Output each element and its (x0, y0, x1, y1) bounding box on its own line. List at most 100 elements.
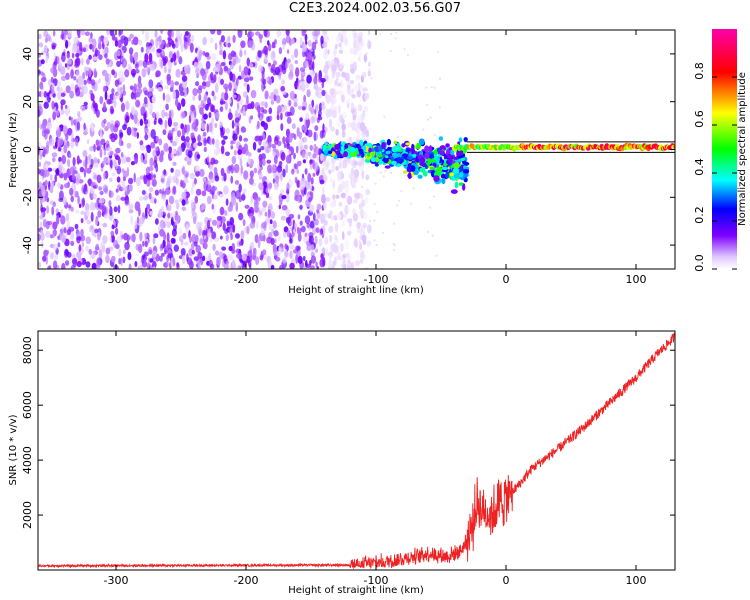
heatmap-cell (347, 121, 351, 129)
snr-series-line (38, 332, 675, 570)
heatmap-cell (75, 53, 80, 58)
heatmap-cell (296, 169, 300, 175)
heatmap-cell (393, 222, 396, 225)
heatmap-cell (120, 196, 126, 201)
heatmap-cell (282, 257, 287, 264)
heatmap-cell (100, 133, 104, 139)
heatmap-cell (111, 224, 115, 230)
heatmap-cell (141, 68, 147, 78)
snr-y-tick-label: 6000 (21, 391, 34, 419)
heatmap-cell (40, 198, 43, 205)
heatmap-cell (136, 88, 143, 95)
heatmap-cell (46, 122, 53, 130)
heatmap-cell (38, 161, 41, 167)
heatmap-cell (108, 189, 112, 198)
heatmap-cell (320, 78, 326, 83)
heatmap-cell (362, 87, 369, 92)
heatmap-cell (103, 118, 107, 124)
heatmap-cell (202, 242, 208, 250)
heatmap-cell (70, 132, 74, 141)
heatmap-cell (66, 140, 70, 149)
heatmap-cell (353, 160, 358, 166)
heatmap-cell (214, 175, 220, 182)
heatmap-cell (225, 198, 229, 206)
heatmap-cell (257, 148, 262, 153)
heatmap-cell (72, 257, 78, 268)
heatmap-cell (38, 142, 41, 147)
heatmap-cell (197, 251, 203, 259)
heatmap-cell (86, 167, 92, 174)
heatmap-cell (397, 199, 400, 202)
heatmap-cell (305, 60, 309, 68)
heatmap-cell (71, 173, 75, 181)
heatmap-cell (368, 147, 372, 153)
heatmap-cell (51, 82, 56, 92)
heatmap-cell (392, 242, 395, 246)
heatmap-cell (181, 167, 185, 175)
heatmap-cell (297, 84, 302, 91)
heatmap-cell (199, 168, 205, 177)
heatmap-cell (327, 150, 333, 154)
heatmap-cell (276, 114, 280, 121)
heatmap-cell (349, 67, 355, 74)
heatmap-cell (264, 77, 270, 82)
heatmap-cell (150, 63, 155, 71)
heatmap-cell (128, 263, 132, 269)
heatmap-cell (271, 64, 276, 72)
heatmap-cell (237, 149, 243, 156)
heatmap-cell (296, 226, 300, 234)
heatmap-cell (239, 50, 243, 58)
heatmap-cell (66, 228, 72, 236)
heatmap-cell (67, 30, 72, 38)
heatmap-cell (170, 80, 175, 90)
heatmap-cell (382, 156, 389, 164)
heatmap-cell (298, 131, 303, 140)
heatmap-cell (174, 81, 179, 86)
heatmap-cell (441, 166, 449, 171)
heatmap-cell (379, 171, 382, 174)
heatmap-cell (393, 153, 399, 159)
heatmap-cell (58, 197, 64, 202)
heatmap-cell (288, 132, 293, 143)
heatmap-cell (281, 79, 285, 85)
heatmap-cell (50, 174, 53, 181)
heatmap-cell (412, 153, 417, 158)
heatmap-cell (70, 117, 74, 126)
heatmap-cell (181, 255, 186, 265)
heatmap-cell (405, 142, 411, 146)
heatmap-cell (139, 216, 145, 225)
heatmap-cell (107, 146, 113, 152)
heatmap-cell (266, 159, 272, 164)
heatmap-cell (309, 155, 314, 160)
heatmap-cell (273, 145, 277, 154)
heatmap-cell (283, 105, 288, 111)
heatmap-cell (309, 182, 313, 191)
heatmap-cell (69, 153, 72, 159)
heatmap-cell (291, 168, 295, 175)
heatmap-cell (58, 156, 62, 163)
heatmap-cell (358, 222, 361, 225)
spectrogram-x-tick-label: 100 (626, 273, 647, 286)
heatmap-cell (424, 145, 430, 153)
heatmap-cell (274, 136, 279, 145)
heatmap-cell (203, 230, 208, 236)
heatmap-cell (205, 60, 211, 70)
heatmap-cell (114, 120, 120, 128)
heatmap-cell (148, 79, 154, 88)
heatmap-cell (62, 125, 68, 134)
heatmap-cell (312, 159, 315, 170)
heatmap-cell (418, 138, 425, 145)
heatmap-cell (249, 242, 255, 250)
colorbar (712, 29, 737, 269)
heatmap-cell (323, 219, 328, 226)
heatmap-cell (329, 234, 333, 243)
heatmap-cell (90, 225, 94, 230)
heatmap-cell (360, 185, 364, 189)
heatmap-cell (208, 138, 212, 145)
heatmap-cell (101, 244, 106, 253)
heatmap-cell (447, 153, 452, 159)
heatmap-cell (309, 159, 314, 164)
heatmap-cell (298, 138, 304, 147)
